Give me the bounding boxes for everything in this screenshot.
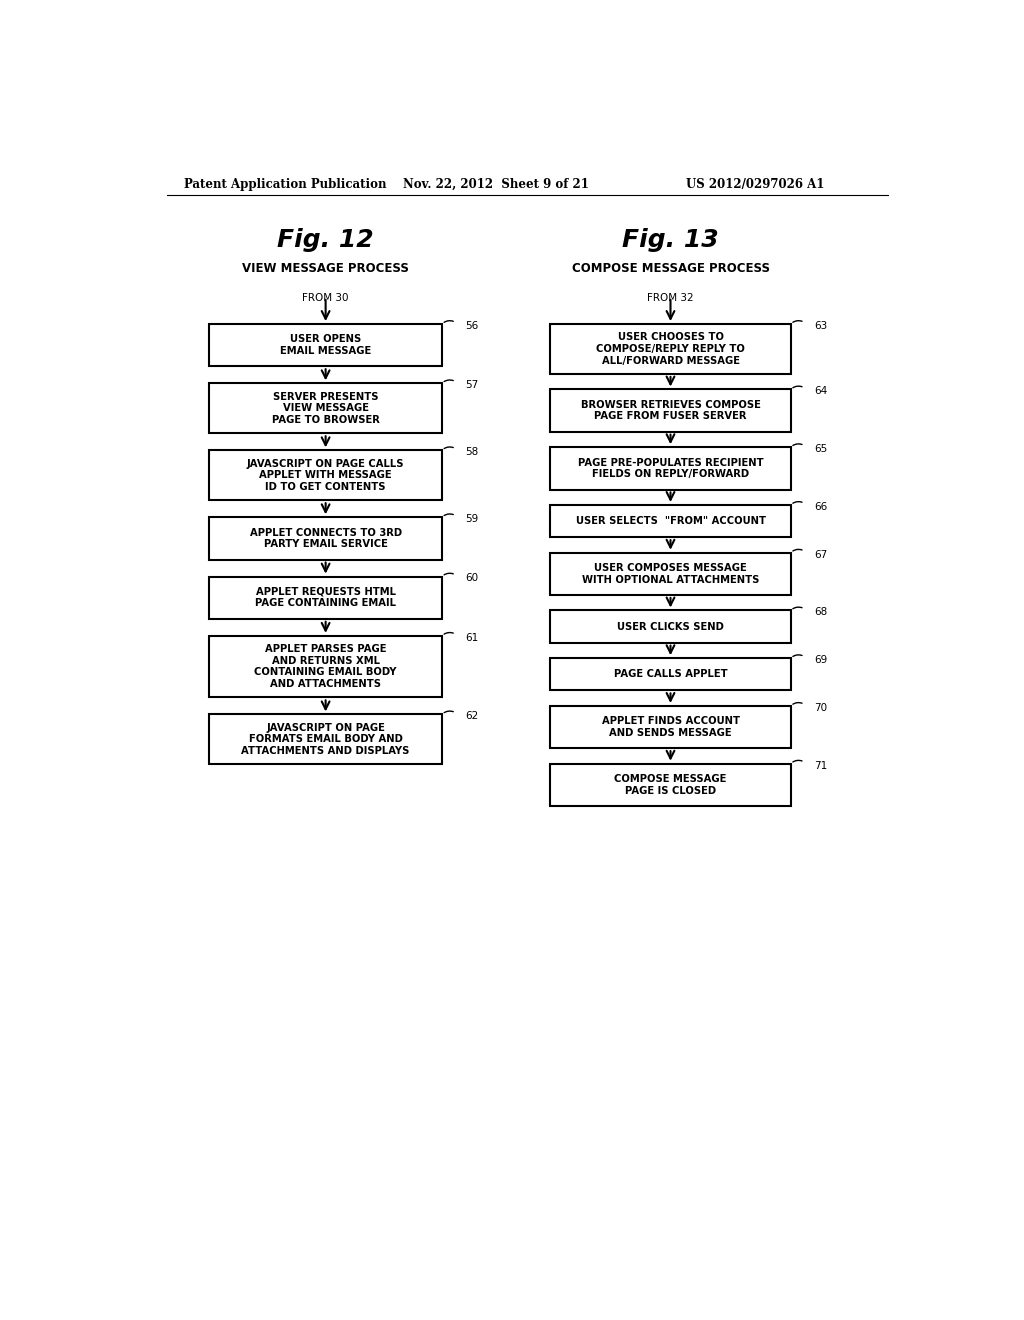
- Text: APPLET CONNECTS TO 3RD
PARTY EMAIL SERVICE: APPLET CONNECTS TO 3RD PARTY EMAIL SERVI…: [250, 528, 401, 549]
- Text: USER SELECTS  "FROM" ACCOUNT: USER SELECTS "FROM" ACCOUNT: [575, 516, 766, 527]
- Bar: [209, 577, 442, 619]
- Bar: [550, 610, 791, 643]
- Text: Fig. 13: Fig. 13: [623, 227, 719, 252]
- Text: APPLET PARSES PAGE
AND RETURNS XML
CONTAINING EMAIL BODY
AND ATTACHMENTS: APPLET PARSES PAGE AND RETURNS XML CONTA…: [254, 644, 397, 689]
- Text: COMPOSE MESSAGE
PAGE IS CLOSED: COMPOSE MESSAGE PAGE IS CLOSED: [614, 774, 727, 796]
- Bar: [209, 714, 442, 764]
- Text: 61: 61: [465, 632, 478, 643]
- Text: 68: 68: [814, 607, 827, 618]
- Text: BROWSER RETRIEVES COMPOSE
PAGE FROM FUSER SERVER: BROWSER RETRIEVES COMPOSE PAGE FROM FUSE…: [581, 400, 761, 421]
- Bar: [550, 447, 791, 490]
- Text: FROM 32: FROM 32: [647, 293, 694, 304]
- Text: APPLET REQUESTS HTML
PAGE CONTAINING EMAIL: APPLET REQUESTS HTML PAGE CONTAINING EMA…: [255, 587, 396, 609]
- Text: COMPOSE MESSAGE PROCESS: COMPOSE MESSAGE PROCESS: [571, 263, 769, 276]
- Bar: [209, 517, 442, 560]
- Text: USER COMPOSES MESSAGE
WITH OPTIONAL ATTACHMENTS: USER COMPOSES MESSAGE WITH OPTIONAL ATTA…: [582, 564, 759, 585]
- Text: FROM 30: FROM 30: [302, 293, 349, 304]
- Text: 67: 67: [814, 549, 827, 560]
- Text: 60: 60: [465, 573, 478, 583]
- Text: 59: 59: [465, 515, 478, 524]
- Text: 70: 70: [814, 702, 827, 713]
- Text: 57: 57: [465, 380, 478, 391]
- Text: 56: 56: [465, 321, 478, 331]
- Text: 62: 62: [465, 711, 478, 721]
- Bar: [209, 383, 442, 433]
- Text: 64: 64: [814, 387, 827, 396]
- Text: APPLET FINDS ACCOUNT
AND SENDS MESSAGE: APPLET FINDS ACCOUNT AND SENDS MESSAGE: [601, 717, 739, 738]
- Bar: [550, 389, 791, 432]
- Text: JAVASCRIPT ON PAGE
FORMATS EMAIL BODY AND
ATTACHMENTS AND DISPLAYS: JAVASCRIPT ON PAGE FORMATS EMAIL BODY AN…: [242, 723, 410, 756]
- Bar: [209, 636, 442, 697]
- Bar: [550, 553, 791, 595]
- Text: SERVER PRESENTS
VIEW MESSAGE
PAGE TO BROWSER: SERVER PRESENTS VIEW MESSAGE PAGE TO BRO…: [271, 392, 380, 425]
- Text: 65: 65: [814, 444, 827, 454]
- Bar: [550, 763, 791, 807]
- Bar: [209, 450, 442, 500]
- Text: 58: 58: [465, 447, 478, 457]
- Bar: [550, 504, 791, 537]
- Text: PAGE CALLS APPLET: PAGE CALLS APPLET: [613, 669, 727, 680]
- Text: 66: 66: [814, 502, 827, 512]
- Text: USER OPENS
EMAIL MESSAGE: USER OPENS EMAIL MESSAGE: [280, 334, 372, 356]
- Text: VIEW MESSAGE PROCESS: VIEW MESSAGE PROCESS: [243, 263, 409, 276]
- Text: 71: 71: [814, 760, 827, 771]
- Bar: [550, 706, 791, 748]
- Text: USER CLICKS SEND: USER CLICKS SEND: [617, 622, 724, 631]
- Text: PAGE PRE-POPULATES RECIPIENT
FIELDS ON REPLY/FORWARD: PAGE PRE-POPULATES RECIPIENT FIELDS ON R…: [578, 458, 763, 479]
- Text: 63: 63: [814, 321, 827, 331]
- Bar: [550, 323, 791, 374]
- Text: USER CHOOSES TO
COMPOSE/REPLY REPLY TO
ALL/FORWARD MESSAGE: USER CHOOSES TO COMPOSE/REPLY REPLY TO A…: [596, 333, 744, 366]
- Text: Nov. 22, 2012  Sheet 9 of 21: Nov. 22, 2012 Sheet 9 of 21: [403, 178, 589, 190]
- Text: Patent Application Publication: Patent Application Publication: [183, 178, 386, 190]
- Text: JAVASCRIPT ON PAGE CALLS
APPLET WITH MESSAGE
ID TO GET CONTENTS: JAVASCRIPT ON PAGE CALLS APPLET WITH MES…: [247, 458, 404, 492]
- Text: Fig. 12: Fig. 12: [278, 227, 374, 252]
- Text: US 2012/0297026 A1: US 2012/0297026 A1: [686, 178, 824, 190]
- Bar: [209, 323, 442, 367]
- Text: 69: 69: [814, 655, 827, 665]
- Bar: [550, 659, 791, 690]
